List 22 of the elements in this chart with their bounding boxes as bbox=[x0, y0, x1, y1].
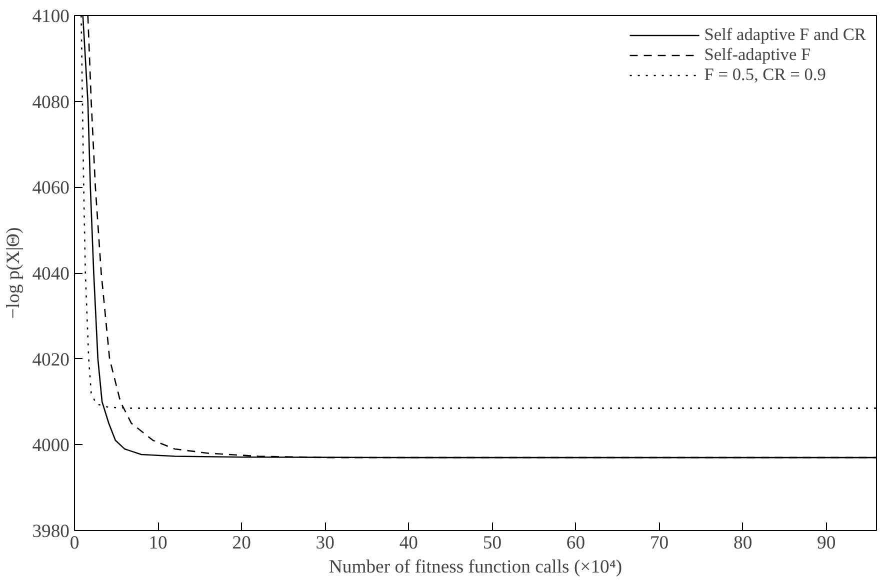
legend-label: F = 0.5, CR = 0.9 bbox=[704, 65, 826, 85]
x-tick-label: 10 bbox=[148, 532, 168, 554]
y-tick-label: 4080 bbox=[32, 92, 70, 113]
y-axis-title: −log p(X|Θ) bbox=[3, 227, 24, 319]
x-tick-label: 50 bbox=[482, 532, 502, 554]
x-tick-label: 90 bbox=[817, 532, 836, 554]
y-tick-label: 4040 bbox=[32, 264, 70, 284]
y-tick-label: 4000 bbox=[32, 435, 70, 456]
y-tick-label: 4060 bbox=[32, 178, 70, 199]
x-axis-title: Number of fitness function calls (×10⁴) bbox=[328, 556, 622, 578]
legend-label: Self-adaptive F bbox=[704, 45, 811, 65]
legend-label: Self adaptive F and CR bbox=[704, 25, 866, 45]
x-tick-label: 80 bbox=[734, 532, 752, 554]
x-tick-label: 70 bbox=[650, 532, 669, 554]
x-tick-label: 20 bbox=[232, 532, 251, 554]
x-tick-label: 0 bbox=[70, 532, 80, 554]
x-tick-label: 30 bbox=[316, 532, 334, 554]
y-tick-label: 3980 bbox=[32, 521, 70, 542]
x-tick-label: 60 bbox=[566, 532, 586, 554]
y-tick-label: 4100 bbox=[32, 6, 70, 27]
y-tick-label: 4020 bbox=[32, 349, 70, 370]
x-tick-label: 40 bbox=[399, 532, 418, 554]
